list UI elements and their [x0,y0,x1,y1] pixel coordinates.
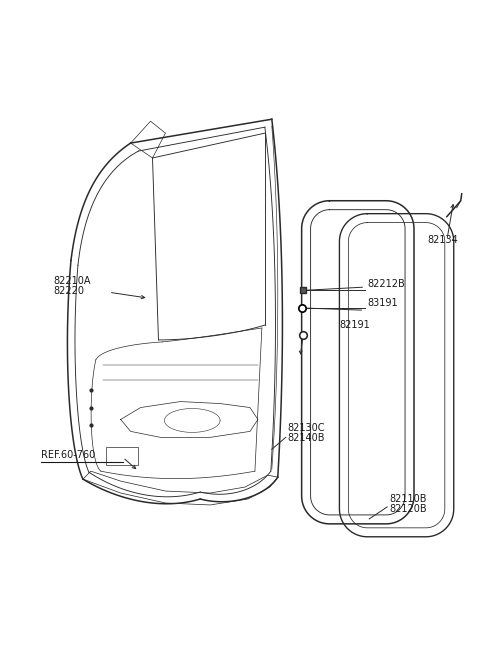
Text: 82220: 82220 [53,286,84,296]
Text: 82212B: 82212B [367,279,405,290]
Text: 82110B: 82110B [389,494,427,504]
Text: 82191: 82191 [339,320,370,330]
Text: REF.60-760: REF.60-760 [41,450,96,460]
Text: 83191: 83191 [367,298,398,308]
Text: 82134: 82134 [427,236,457,246]
Text: 82120B: 82120B [389,504,427,514]
Text: 82130C: 82130C [288,423,325,434]
Text: 82210A: 82210A [53,276,91,286]
Text: 82140B: 82140B [288,434,325,443]
